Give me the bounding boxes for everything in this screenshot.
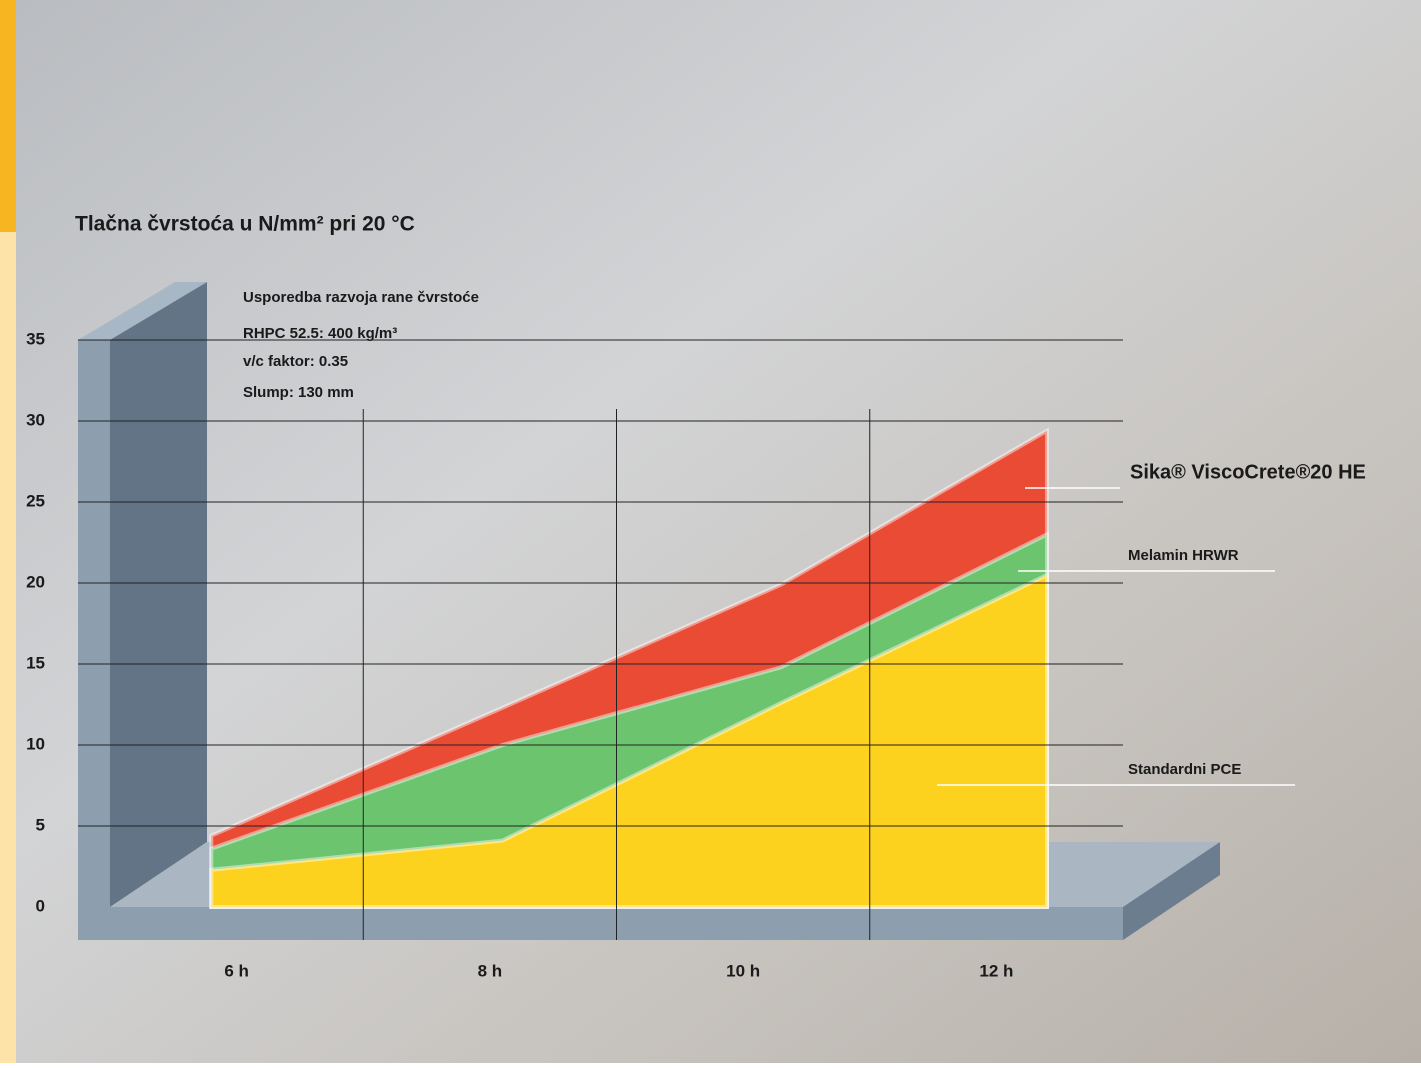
x-tick-label: 10 h [726, 961, 760, 980]
y-tick-label: 35 [26, 329, 45, 348]
plot-area [209, 427, 1050, 909]
annotation: v/c faktor: 0.35 [243, 353, 348, 370]
floor-front [78, 907, 1123, 940]
y-tick-label: 0 [36, 896, 45, 915]
side-stripe [0, 232, 16, 1063]
annotation: Slump: 130 mm [243, 384, 354, 401]
grid [78, 339, 1123, 940]
floor-side [1123, 842, 1220, 940]
x-tick-label: 6 h [224, 961, 249, 980]
y-tick-label: 15 [26, 653, 45, 672]
x-tick-label: 8 h [478, 961, 503, 980]
legend-label: Sika® ViscoCrete®20 HE [1130, 461, 1366, 483]
y-tick-label: 20 [26, 572, 45, 591]
legend-label: Standardni PCE [1128, 761, 1241, 778]
y-tick-label: 30 [26, 410, 45, 429]
y-tick-label: 5 [36, 815, 45, 834]
y-tick-label: 25 [26, 491, 45, 510]
x-tick-label: 12 h [979, 961, 1013, 980]
wall-side [78, 340, 110, 940]
annotation: Usporedba razvoja rane čvrstoće [243, 289, 479, 306]
y-tick-label: 10 [26, 734, 45, 753]
annotation: RHPC 52.5: 400 kg/m³ [243, 325, 397, 342]
wall-top [78, 282, 207, 340]
area [209, 571, 1050, 909]
legend-label: Melamin HRWR [1128, 547, 1239, 564]
side-stripe [0, 0, 16, 232]
axis-title: Tlačna čvrstoća u N/mm² pri 20 °C [75, 213, 415, 236]
wall-face [110, 282, 207, 907]
